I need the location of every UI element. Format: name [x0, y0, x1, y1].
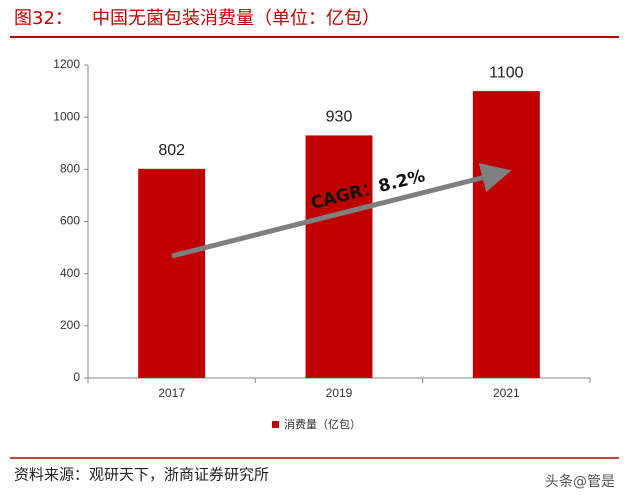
bar: [138, 168, 206, 378]
figure-label: 图32：: [14, 8, 73, 29]
cagr-arrow: [171, 163, 512, 259]
data-label: 930: [326, 109, 353, 126]
y-tick-label: 0: [73, 370, 80, 384]
bar: [472, 91, 540, 378]
y-tick-label: 1200: [53, 57, 80, 71]
source: 资料来源：观研天下，浙商证券研究所: [14, 466, 269, 484]
data-label: 1100: [489, 64, 524, 81]
y-tick-label: 800: [60, 162, 80, 176]
y-tick-label: 400: [60, 266, 80, 280]
legend-label: 消费量（亿包）: [284, 417, 361, 431]
y-tick-label: 1000: [53, 109, 80, 123]
y-tick-label: 600: [60, 214, 80, 228]
x-tick-label: 2021: [493, 386, 520, 400]
watermark: 头条@管是: [545, 473, 615, 490]
x-tick-label: 2019: [326, 386, 353, 400]
x-tick-label: 2017: [158, 386, 185, 400]
data-label: 802: [158, 142, 185, 159]
bar: [305, 135, 373, 378]
legend-swatch: [272, 421, 279, 428]
chart-title: 中国无菌包装消费量（单位：亿包）: [92, 8, 380, 29]
y-tick-label: 200: [60, 318, 80, 332]
